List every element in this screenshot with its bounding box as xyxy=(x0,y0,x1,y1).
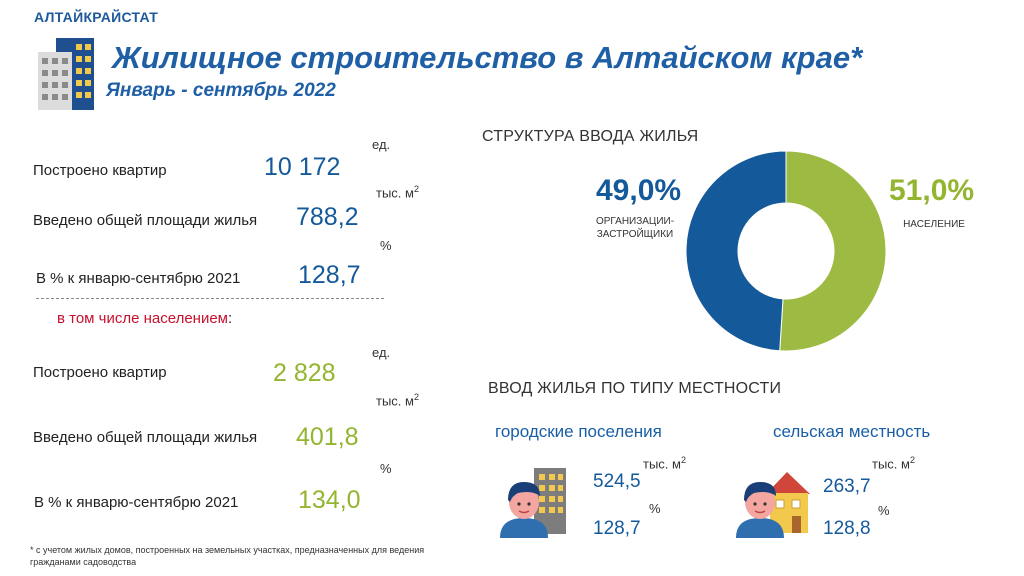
population-pct: 51,0% xyxy=(889,174,975,207)
page-subtitle: Январь - сентябрь 2022 xyxy=(106,80,336,101)
total-area-label: Введено общей площади жилья xyxy=(33,212,258,229)
urban-person-building-icon xyxy=(500,468,566,538)
total-area-value: 788,2 xyxy=(296,203,359,231)
urban-unit-thous-sq: тыс. м2 xyxy=(643,455,686,472)
pop-pct-value: 134,0 xyxy=(298,486,361,514)
footnote: * с учетом жилых домов, построенных на з… xyxy=(30,545,425,567)
page-title: Жилищное строительство в Алтайском крае* xyxy=(112,40,863,75)
pop-apartments-label: Построено квартир xyxy=(33,364,167,381)
total-apartments-value: 10 172 xyxy=(264,153,341,181)
total-apartments-label: Построено квартир xyxy=(33,162,167,179)
donut-slice-population xyxy=(779,150,887,352)
urban-label: городские поселения xyxy=(495,422,662,441)
developers-label: ОРГАНИЗАЦИИ- ЗАСТРОЙЩИКИ xyxy=(595,216,675,240)
unit-ed-2: ед. xyxy=(372,345,391,360)
structure-donut-chart xyxy=(685,150,887,352)
pop-pct-label: В % к январю-сентябрю 2021 xyxy=(34,494,239,511)
total-pct-value: 128,7 xyxy=(298,261,361,289)
structure-heading: СТРУКТУРА ВВОДА ЖИЛЬЯ xyxy=(482,128,699,145)
rural-unit-thous-sq: тыс. м2 xyxy=(872,455,915,472)
pop-area-value: 401,8 xyxy=(296,423,359,451)
rural-pct-value: 128,8 xyxy=(823,518,871,539)
urban-pct-value: 128,7 xyxy=(593,518,641,539)
unit-pct: % xyxy=(380,238,392,253)
donut-slice-developers xyxy=(685,150,787,352)
rural-area-value: 263,7 xyxy=(823,476,871,497)
pop-area-label: Введено общей площади жилья xyxy=(33,429,258,446)
org-name: АЛТАЙКРАЙСТАТ xyxy=(34,9,159,25)
urban-area-value: 524,5 xyxy=(593,471,641,492)
unit-thous-sq: тыс. м2 xyxy=(376,184,419,201)
population-label: НАСЕЛЕНИЕ xyxy=(903,219,965,230)
developers-pct: 49,0% xyxy=(596,174,682,207)
section-divider xyxy=(36,298,384,299)
pop-apartments-value: 2 828 xyxy=(273,359,336,387)
unit-thous-sq-2: тыс. м2 xyxy=(376,392,419,409)
rural-person-house-icon xyxy=(736,472,810,538)
unit-pct-2: % xyxy=(380,461,392,476)
urban-unit-pct: % xyxy=(649,501,661,516)
unit-ed: ед. xyxy=(372,137,391,152)
total-pct-label: В % к январю-сентябрю 2021 xyxy=(36,270,241,287)
rural-unit-pct: % xyxy=(878,503,890,518)
locality-heading: ВВОД ЖИЛЬЯ ПО ТИПУ МЕСТНОСТИ xyxy=(488,380,782,397)
rural-label: сельская местность xyxy=(773,422,931,441)
apartment-building-icon xyxy=(38,38,94,110)
including-population-label: в том числе населением: xyxy=(57,310,233,327)
